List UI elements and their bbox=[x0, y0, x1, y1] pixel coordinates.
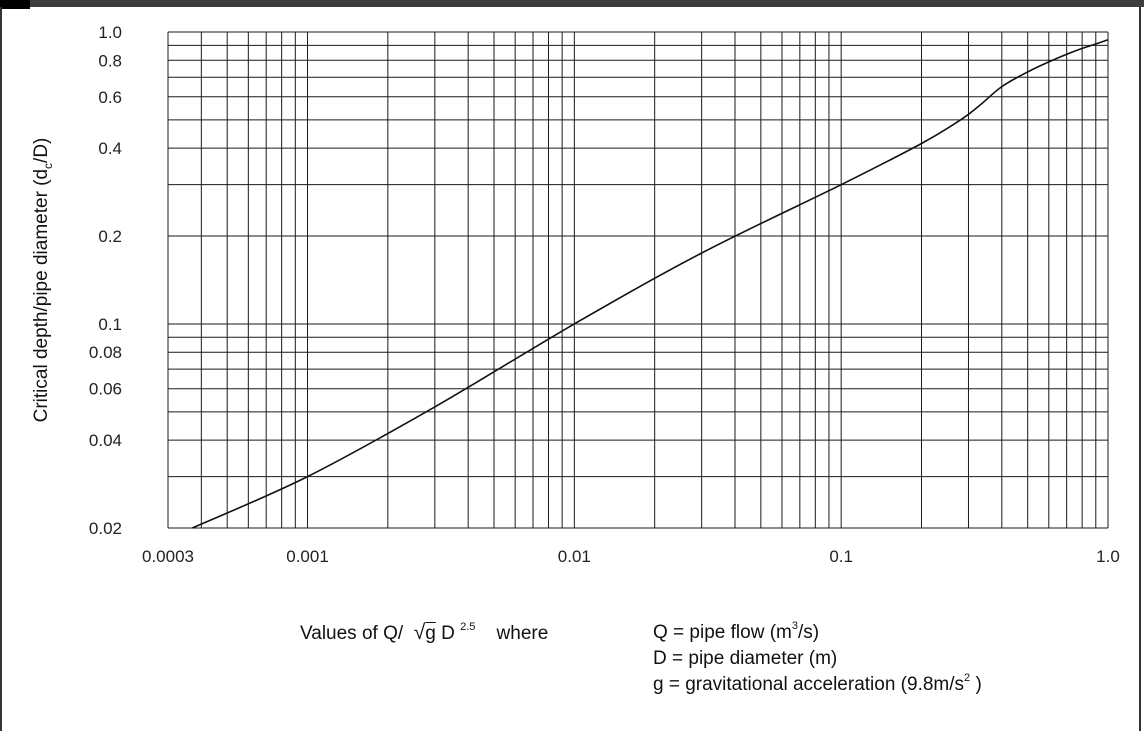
y-tick-label: 0.8 bbox=[98, 51, 122, 70]
y-tick-label: 0.04 bbox=[89, 431, 122, 450]
caption-g: g bbox=[425, 623, 436, 644]
y-axis-title-main: Critical depth/pipe diameter (d bbox=[31, 169, 52, 422]
x-axis-caption: Values of Q/ √g D 2.5 where Q = pipe flo… bbox=[300, 620, 1120, 698]
y-tick-label: 0.06 bbox=[89, 380, 122, 399]
x-tick-label: 1.0 bbox=[1096, 547, 1120, 566]
y-tick-label: 0.1 bbox=[98, 315, 122, 334]
critical-depth-curve bbox=[191, 39, 1109, 529]
definition-g: g = gravitational acceleration (9.8m/s2 … bbox=[653, 672, 982, 700]
x-tick-label: 0.0003 bbox=[142, 547, 194, 566]
y-tick-label: 0.6 bbox=[98, 88, 122, 107]
definition-q-sup: 3 bbox=[791, 620, 798, 632]
definition-d: D = pipe diameter (m) bbox=[653, 646, 837, 672]
definition-q-text: Q = pipe flow (m bbox=[653, 622, 792, 643]
grid bbox=[167, 31, 1109, 529]
x-tick-label: 0.1 bbox=[829, 547, 853, 566]
definition-d-text: D = pipe diameter (m) bbox=[653, 648, 838, 669]
caption-row-q: Values of Q/ √g D 2.5 where Q = pipe flo… bbox=[300, 620, 1120, 646]
y-tick-label: 1.0 bbox=[98, 23, 122, 42]
definition-g-sup: 2 bbox=[964, 672, 971, 684]
caption-row-g: g = gravitational acceleration (9.8m/s2 … bbox=[300, 672, 1120, 698]
caption-prefix: Values of Q/ bbox=[300, 623, 404, 644]
x-tick-label: 0.001 bbox=[286, 547, 329, 566]
caption-where: where bbox=[496, 623, 549, 644]
y-axis-title: Critical depth/pipe diameter (dc/D) bbox=[31, 138, 55, 423]
figure-frame bbox=[0, 7, 1141, 731]
caption-d: D bbox=[441, 623, 455, 644]
y-axis-title-tail: /D) bbox=[31, 138, 52, 163]
definition-q: Q = pipe flow (m3/s) bbox=[653, 620, 819, 648]
top-bar bbox=[0, 0, 1144, 7]
definition-g-tail: ) bbox=[975, 674, 982, 695]
definition-q-tail: /s) bbox=[797, 622, 820, 643]
definition-g-text: g = gravitational acceleration (9.8m/s bbox=[653, 674, 965, 695]
caption-formula: Values of Q/ √g D 2.5 where bbox=[300, 620, 548, 649]
x-tick-label: 0.01 bbox=[558, 547, 591, 566]
tick-labels: 0.0003 0.001 0.01 0.1 1.0 0.02 0.04 0.06 0.08 0.1… bbox=[89, 23, 1120, 566]
caption-row-d: D = pipe diameter (m) bbox=[300, 646, 1120, 672]
y-tick-label: 0.02 bbox=[89, 519, 122, 538]
y-tick-label: 0.2 bbox=[98, 227, 122, 246]
top-bar-notch bbox=[0, 0, 30, 9]
y-axis-title-sub: c bbox=[41, 163, 55, 169]
sqrt-symbol: √ bbox=[413, 621, 426, 644]
y-tick-label: 0.08 bbox=[89, 343, 122, 362]
caption-exponent: 2.5 bbox=[460, 621, 476, 633]
y-tick-label: 0.4 bbox=[98, 139, 122, 158]
